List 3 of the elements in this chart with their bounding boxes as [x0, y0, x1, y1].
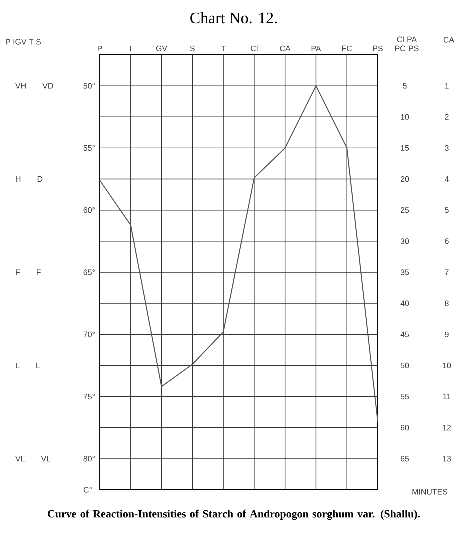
line-series: [100, 86, 378, 422]
chart-title: Chart No. 12.: [190, 12, 277, 24]
text: Curve of Reaction-Intensities of Starch of Andropogon sorghum var. (Shallu).: [48, 510, 420, 520]
